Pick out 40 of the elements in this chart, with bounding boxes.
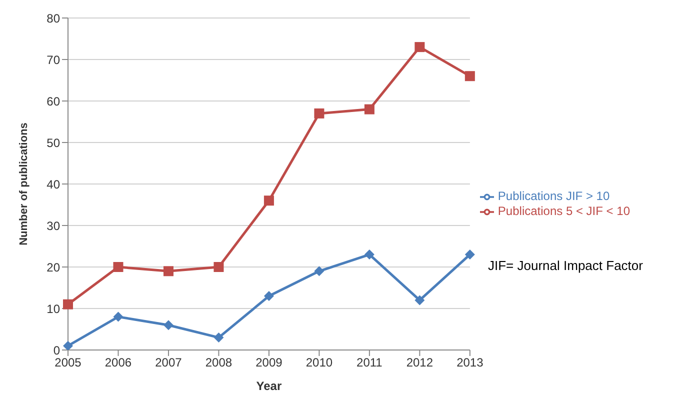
point <box>63 299 73 310</box>
x-tick-label: 2012 <box>406 356 434 370</box>
point <box>163 266 174 276</box>
y-tick-label: 40 <box>46 177 60 192</box>
y-tick-label: 20 <box>46 260 60 274</box>
x-tick-label: 2010 <box>306 356 333 370</box>
point <box>214 332 224 343</box>
point <box>113 312 124 322</box>
point <box>364 250 374 260</box>
point <box>113 262 124 272</box>
point <box>364 104 374 114</box>
y-tick-label: 30 <box>46 218 60 233</box>
point <box>264 291 274 302</box>
y-tick-label: 10 <box>46 302 60 316</box>
x-tick-label: 2008 <box>205 356 232 370</box>
point <box>414 42 425 52</box>
x-tick-label: 2013 <box>456 356 484 370</box>
x-tick-label: 2011 <box>356 356 383 370</box>
y-tick-label: 70 <box>46 52 60 67</box>
point <box>314 108 324 118</box>
x-axis-title: Year <box>256 379 282 393</box>
point <box>414 295 425 306</box>
point <box>464 71 475 82</box>
y-tick-label: 60 <box>46 94 60 108</box>
x-tick-label: 2007 <box>155 356 182 370</box>
point <box>163 320 174 330</box>
y-axis-title: Number of publications <box>18 122 30 246</box>
x-tick-label: 2006 <box>104 356 132 370</box>
legend-label: Publications JIF > 10 <box>498 189 610 204</box>
y-tick-label: 0 <box>53 343 60 358</box>
y-tick-label: 50 <box>46 136 60 150</box>
point <box>264 196 274 206</box>
point <box>314 266 324 276</box>
point <box>464 250 475 260</box>
x-tick-label: 2005 <box>54 356 82 370</box>
legend-label: Publications 5 < JIF < 10 <box>498 204 630 218</box>
text: JIF= Journal Impact Factor <box>488 258 643 273</box>
y-tick-label: 80 <box>46 11 60 26</box>
point <box>214 262 224 272</box>
x-tick-label: 2009 <box>256 356 283 370</box>
